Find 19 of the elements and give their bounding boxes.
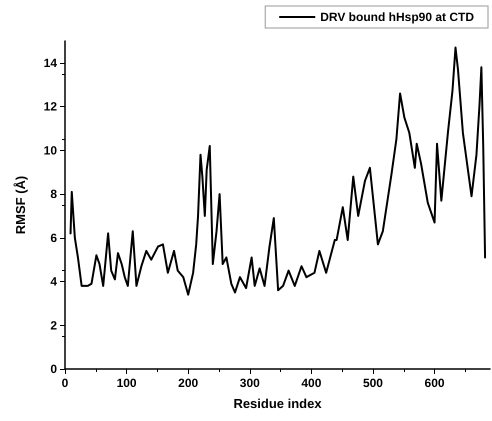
x-tick-label: 100	[116, 376, 137, 390]
y-tick-label: 10	[44, 143, 58, 158]
y-tick-label: 14	[44, 56, 58, 70]
y-tick-label: 4	[50, 274, 58, 289]
y-tick-label: 12	[44, 100, 58, 114]
y-tick-label: 0	[50, 362, 58, 376]
x-tick-label: 300	[240, 376, 260, 390]
y-tick-label: 6	[50, 230, 58, 245]
legend-label: DRV bound hHsp90 at CTD	[320, 10, 474, 24]
y-tick-label: 2	[50, 318, 58, 332]
y-tick-label: 8	[50, 187, 58, 202]
x-tick-label: 600	[424, 376, 445, 390]
y-axis-title: RMSF (Å)	[13, 176, 28, 234]
x-tick-label: 400	[301, 376, 322, 390]
x-tick-label: 200	[178, 376, 199, 390]
x-tick-label: 0	[62, 376, 69, 390]
line-series	[70, 46, 486, 296]
x-axis-title: Residue index	[233, 396, 322, 411]
x-tick-label: 500	[362, 376, 384, 390]
